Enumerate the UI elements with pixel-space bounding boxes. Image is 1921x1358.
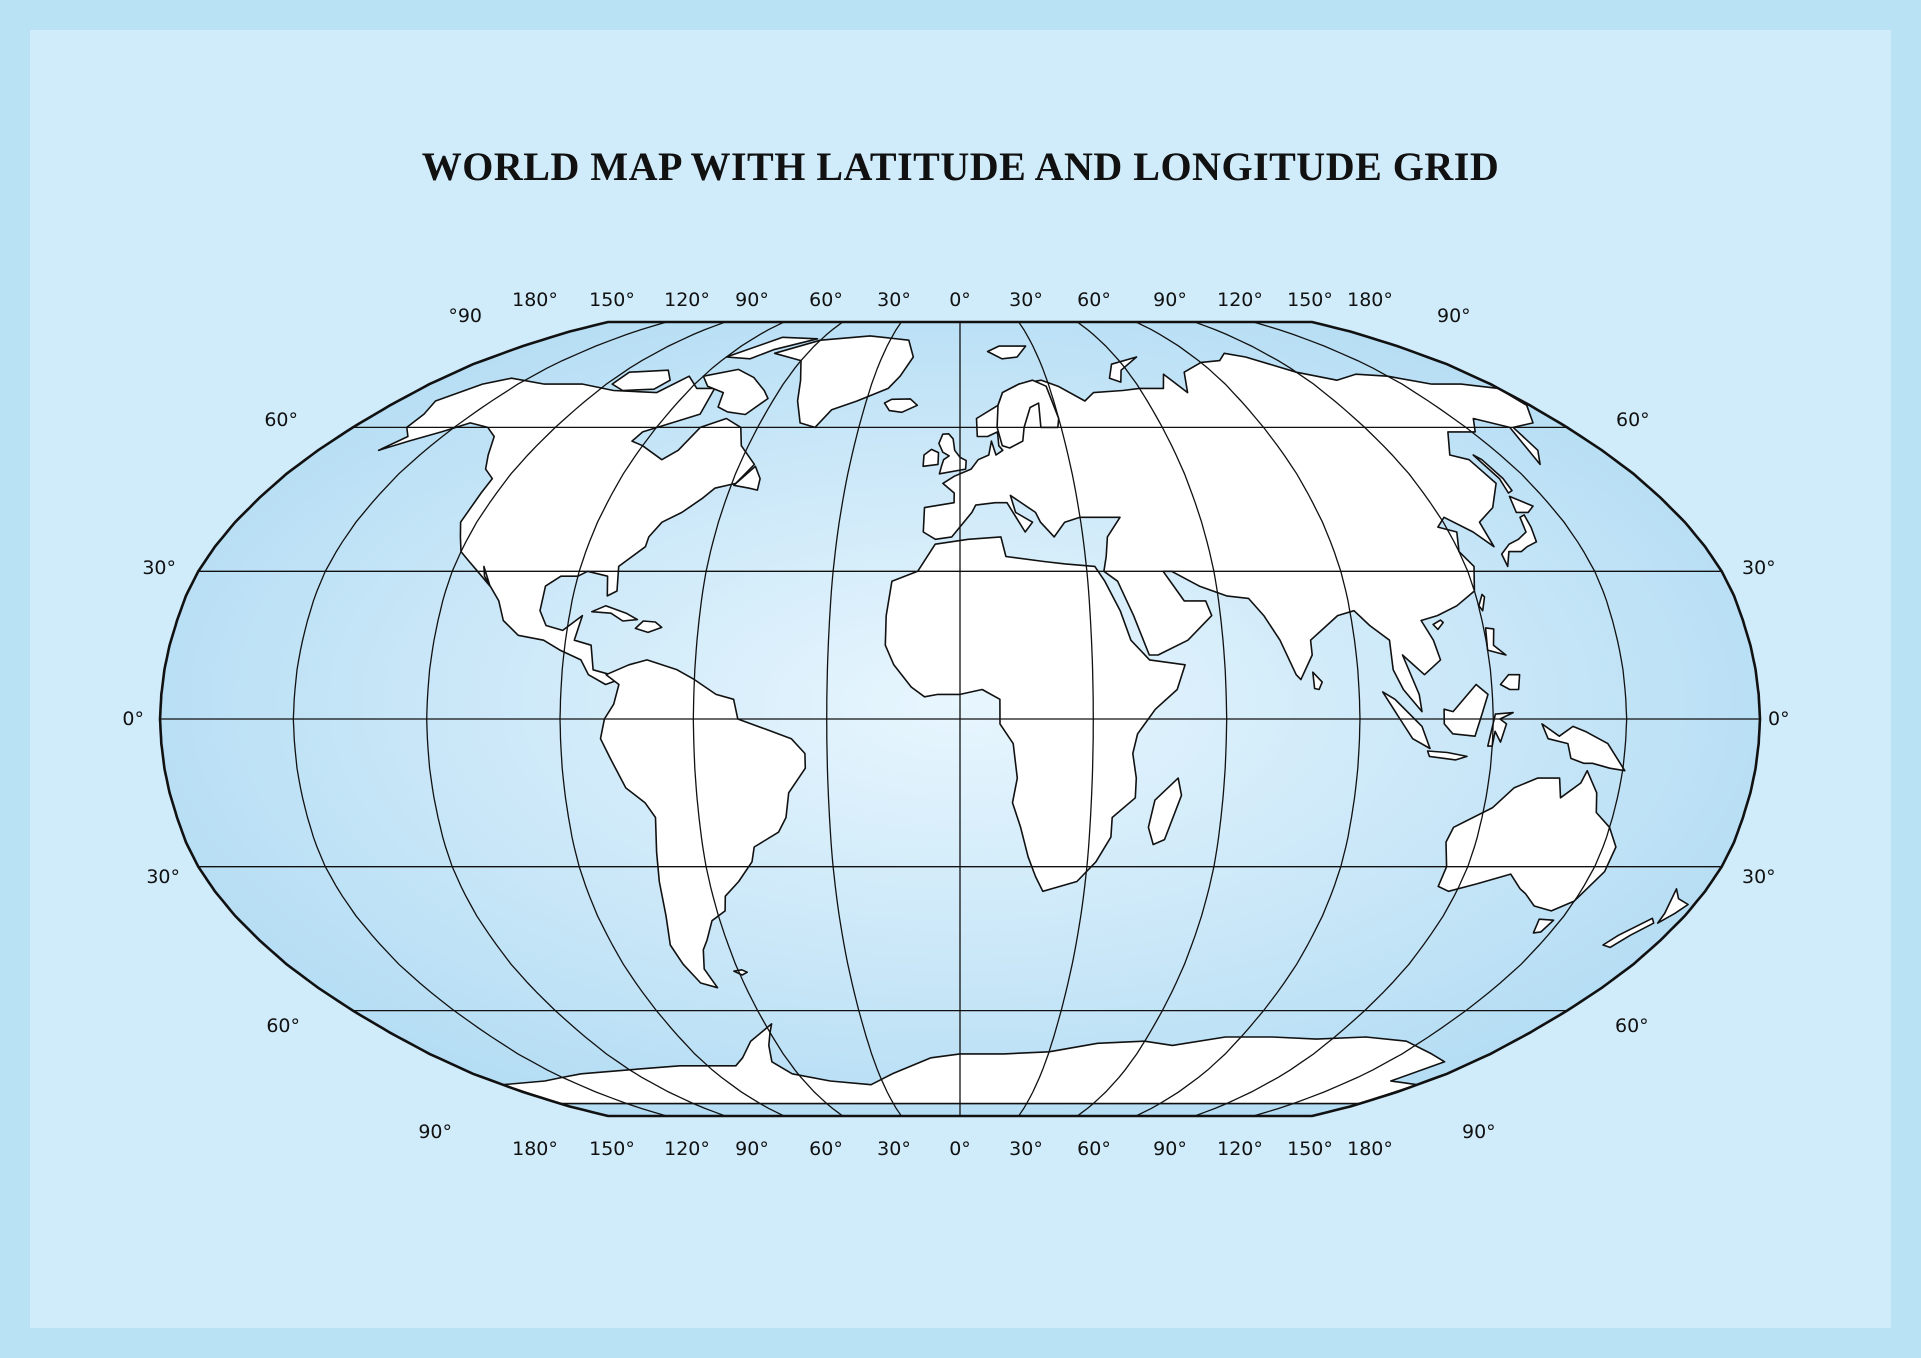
longitude-label-top: 60°: [1077, 289, 1111, 311]
latitude-label-left: 0°: [122, 708, 144, 730]
longitude-line: [692, 321, 844, 1117]
land-hokkaido: [1508, 495, 1534, 514]
longitude-label-top: 150°: [589, 289, 635, 311]
longitude-line: [1135, 321, 1361, 1117]
longitude-line: [292, 321, 667, 1117]
land-sakhalin: [1472, 454, 1513, 494]
latitude-label-right: 60°: [1616, 409, 1650, 431]
longitude-label-top: 180°: [512, 289, 558, 311]
latitude-label-left: °90: [448, 305, 482, 327]
land-australia: [1437, 769, 1617, 912]
longitude-label-top: 90°: [735, 289, 769, 311]
longitude-line: [559, 321, 785, 1117]
latitude-label-left: 60°: [266, 1015, 300, 1037]
longitude-label-bottom: 150°: [589, 1138, 635, 1160]
land-ellesmere-island: [725, 336, 819, 360]
longitude-label-bottom: 180°: [512, 1138, 558, 1160]
longitude-label-bottom: 30°: [877, 1138, 911, 1160]
land-taiwan: [1478, 593, 1486, 612]
latitude-label-right: 60°: [1615, 1015, 1649, 1037]
longitude-label-bottom: 180°: [1347, 1138, 1393, 1160]
latitude-label-left: 30°: [142, 557, 176, 579]
land-hispaniola: [634, 620, 663, 634]
longitude-line: [826, 321, 902, 1117]
longitude-label-top: 120°: [1217, 289, 1263, 311]
land-new-zealand-south: [1602, 917, 1655, 949]
map-outline: [158, 320, 1762, 1118]
land-japan: [1500, 514, 1538, 568]
map-title: WORLD MAP WITH LATITUDE AND LONGITUDE GR…: [421, 144, 1500, 189]
land-iceland: [883, 398, 919, 414]
land-ireland: [922, 448, 940, 468]
latitude-label-right: 0°: [1768, 708, 1790, 730]
land-tasmania: [1532, 918, 1555, 934]
longitude-line: [1253, 321, 1628, 1117]
land-sri-lanka: [1312, 671, 1323, 691]
land-philippines-mindanao: [1499, 673, 1521, 691]
latitude-label-right: 30°: [1742, 557, 1776, 579]
land-baffin-island: [702, 368, 769, 416]
land-scandinavia-baltic: [996, 379, 1060, 449]
land-north-america: [377, 375, 756, 686]
land-victoria-island: [611, 369, 671, 392]
longitude-label-bottom: 30°: [1009, 1138, 1043, 1160]
longitude-label-top: 30°: [1009, 289, 1043, 311]
land-new-guinea: [1541, 723, 1626, 772]
land-sulawesi: [1487, 711, 1514, 747]
longitude-label-bottom: 60°: [1077, 1138, 1111, 1160]
longitude-label-bottom: 150°: [1287, 1138, 1333, 1160]
latitude-label-right: 90°: [1462, 1121, 1496, 1143]
longitude-label-top: 60°: [809, 289, 843, 311]
land-antarctica: [502, 1023, 1446, 1105]
land-greenland: [773, 335, 915, 429]
longitude-label-bottom: 0°: [949, 1138, 971, 1160]
longitude-label-top: 180°: [1347, 289, 1393, 311]
land-borneo: [1443, 683, 1489, 737]
longitude-line: [1018, 321, 1094, 1117]
longitude-line: [1076, 321, 1228, 1117]
graticule: [160, 321, 1760, 1117]
longitude-line: [426, 321, 726, 1117]
longitude-label-top: 90°: [1153, 289, 1187, 311]
longitude-label-top: 120°: [664, 289, 710, 311]
latitude-label-right: 90°: [1437, 305, 1471, 327]
latitude-label-left: 90°: [418, 1121, 452, 1143]
longitude-label-top: 30°: [877, 289, 911, 311]
longitude-label-bottom: 90°: [1153, 1138, 1187, 1160]
land-madagascar: [1147, 777, 1183, 846]
land-java: [1426, 750, 1468, 761]
longitude-line: [1194, 321, 1494, 1117]
longitude-label-top: 150°: [1287, 289, 1333, 311]
latitude-label-left: 30°: [146, 866, 180, 888]
longitude-label-bottom: 60°: [809, 1138, 843, 1160]
latitude-label-right: 30°: [1742, 866, 1776, 888]
land-philippines-luzon: [1484, 627, 1507, 656]
land-novaya-zemlya: [1108, 356, 1138, 383]
longitude-label-top: 0°: [949, 289, 971, 311]
land-cuba: [591, 605, 639, 622]
land-newfoundland: [733, 465, 761, 491]
land-svalbard: [986, 345, 1027, 360]
land-hainan: [1432, 619, 1444, 631]
longitude-label-bottom: 90°: [735, 1138, 769, 1160]
land-new-zealand-north: [1656, 888, 1689, 924]
grid-labels: 180° 150° 120° 90° 60° 30° 0° 30° 60° 90° 120° 150°…: [122, 289, 1789, 1160]
latitude-label-left: 60°: [264, 409, 298, 431]
longitude-label-bottom: 120°: [1217, 1138, 1263, 1160]
longitude-label-bottom: 120°: [664, 1138, 710, 1160]
